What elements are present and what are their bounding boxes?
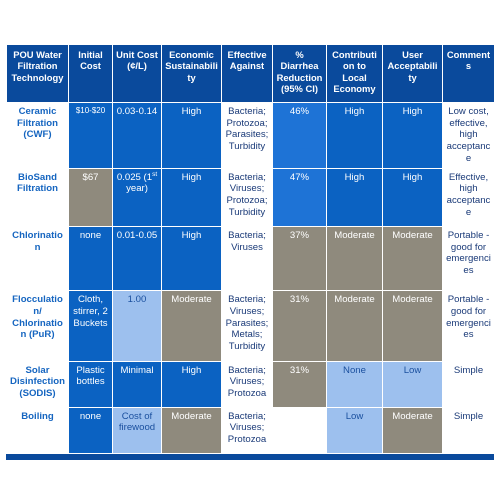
header-initial-cost: Initial Cost — [68, 44, 113, 103]
unit-cost-superscript: st — [152, 170, 158, 178]
unit-cost-value: Minimal — [120, 364, 154, 376]
user-acceptability-cell: Moderate — [382, 406, 443, 455]
initial-cost-cell: $10-$20 — [68, 102, 113, 169]
header-economic-sustainability: Economic Sustainability — [161, 44, 222, 103]
technology-cell: Boiling — [6, 406, 69, 455]
header-row: POU Water Filtration Technology Initial … — [6, 44, 495, 103]
unit-cost-cell: 0.025 (1st year) — [112, 167, 162, 228]
technology-cell: Solar Disinfection (SODIS) — [6, 360, 69, 408]
unit-cost-cell: 0.03-0.14 — [112, 102, 162, 169]
effective-against-cell: Bacteria; Viruses; Protozoa — [221, 360, 273, 408]
local-economy-cell: Moderate — [326, 290, 383, 362]
user-acceptability-cell: High — [382, 167, 443, 228]
economic-sustainability-cell: High — [161, 102, 222, 169]
local-economy-cell: High — [326, 102, 383, 169]
table-row: Flocculation/ Chlorination (PuR) Cloth, … — [6, 290, 495, 362]
comments-cell: Portable - good for emergencies — [442, 290, 495, 362]
header-comments: Comments — [442, 44, 495, 103]
unit-cost-cell: Cost of firewood — [112, 406, 162, 455]
diarrhea-reduction-cell: 46% — [272, 102, 327, 169]
header-technology: POU Water Filtration Technology — [6, 44, 69, 103]
user-acceptability-cell: Moderate — [382, 290, 443, 362]
unit-cost-value: 0.01-0.05 — [116, 230, 158, 242]
technology-cell: Chlorination — [6, 226, 69, 292]
unit-cost-tail: year) — [126, 183, 148, 195]
user-acceptability-cell: Moderate — [382, 226, 443, 292]
unit-cost-cell: Minimal — [112, 360, 162, 408]
initial-cost-cell: none — [68, 406, 113, 455]
comments-cell: Effective, high acceptance — [442, 167, 495, 228]
user-acceptability-cell: Low — [382, 360, 443, 408]
header-local-economy: Contribution to Local Economy — [326, 44, 383, 103]
comments-cell: Simple — [442, 360, 495, 408]
technology-cell: Flocculation/ Chlorination (PuR) — [6, 290, 69, 362]
header-effective-against: Effective Against — [221, 44, 273, 103]
economic-sustainability-cell: Moderate — [161, 290, 222, 362]
initial-cost-cell: Plastic bottles — [68, 360, 113, 408]
unit-cost-value: 0.025 (1 — [116, 171, 153, 183]
pou-comparison-table: POU Water Filtration Technology Initial … — [6, 44, 495, 455]
local-economy-cell: None — [326, 360, 383, 408]
table-row: Ceramic Filtration (CWF) $10-$20 0.03-0.… — [6, 102, 495, 169]
local-economy-cell: High — [326, 167, 383, 228]
technology-cell: BioSand Filtration — [6, 167, 69, 228]
unit-cost-value: Cost of firewood — [118, 410, 156, 434]
diarrhea-reduction-cell: 31% — [272, 290, 327, 362]
unit-cost-value: 0.03-0.14 — [116, 106, 158, 117]
diarrhea-reduction-cell — [272, 406, 327, 455]
comments-cell: Simple — [442, 406, 495, 455]
technology-cell: Ceramic Filtration (CWF) — [6, 102, 69, 169]
effective-against-cell: Bacteria; Viruses — [221, 226, 273, 292]
economic-sustainability-cell: Moderate — [161, 406, 222, 455]
initial-cost-cell: none — [68, 226, 113, 292]
effective-against-cell: Bacteria; Viruses; Protozoa — [221, 406, 273, 455]
local-economy-cell: Moderate — [326, 226, 383, 292]
user-acceptability-cell: High — [382, 102, 443, 169]
initial-cost-cell: Cloth, stirrer, 2 Buckets — [68, 290, 113, 362]
diarrhea-reduction-cell: 37% — [272, 226, 327, 292]
economic-sustainability-cell: High — [161, 360, 222, 408]
initial-cost-cell: $67 — [68, 167, 113, 228]
header-diarrhea-reduction: % Diarrhea Reduction (95% CI) — [272, 44, 327, 103]
unit-cost-cell: 1.00 — [112, 290, 162, 362]
table-row: Solar Disinfection (SODIS) Plastic bottl… — [6, 360, 495, 408]
unit-cost-cell: 0.01-0.05 — [112, 226, 162, 292]
comments-cell: Portable - good for emergencies — [442, 226, 495, 292]
economic-sustainability-cell: High — [161, 167, 222, 228]
diarrhea-reduction-cell: 31% — [272, 360, 327, 408]
comments-cell: Low cost, effective, high acceptance — [442, 102, 495, 169]
unit-cost-value: 1.00 — [127, 294, 147, 306]
local-economy-cell: Low — [326, 406, 383, 455]
table-row: Boiling none Cost of firewood Moderate B… — [6, 406, 495, 455]
diarrhea-reduction-cell: 47% — [272, 167, 327, 228]
effective-against-cell: Bacteria; Protozoa; Parasites; Turbidity — [221, 102, 273, 169]
effective-against-cell: Bacteria; Viruses; Parasites; Metals; Tu… — [221, 290, 273, 362]
header-unit-cost: Unit Cost (¢/L) — [112, 44, 162, 103]
economic-sustainability-cell: High — [161, 226, 222, 292]
table-bottom-strip — [6, 454, 494, 460]
table-row: BioSand Filtration $67 0.025 (1st year) … — [6, 167, 495, 228]
effective-against-cell: Bacteria; Viruses; Protozoa; Turbidity — [221, 167, 273, 228]
header-user-acceptability: User Acceptability — [382, 44, 443, 103]
table-row: Chlorination none 0.01-0.05 High Bacteri… — [6, 226, 495, 292]
